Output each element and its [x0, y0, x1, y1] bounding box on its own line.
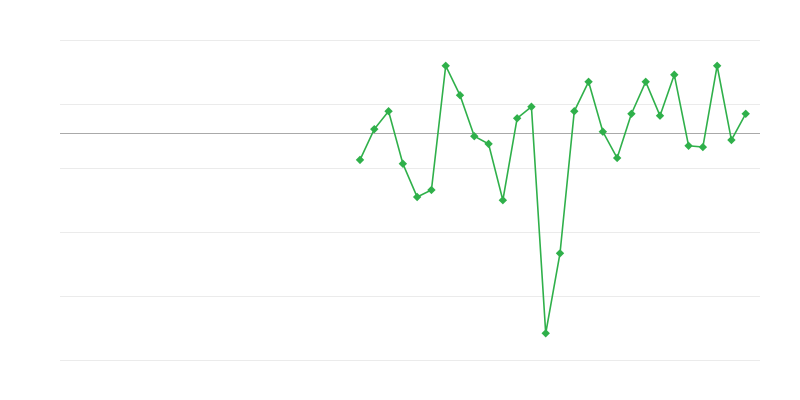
data-point [498, 195, 508, 205]
data-point [384, 107, 393, 116]
data-point [441, 61, 450, 70]
data-point [370, 124, 379, 134]
data-point [555, 249, 565, 258]
data-point [584, 77, 593, 86]
data-point [727, 135, 736, 145]
data-point [412, 192, 422, 202]
data-point [455, 91, 465, 100]
data-point [570, 107, 579, 116]
data-point [355, 155, 365, 165]
data-point [655, 111, 665, 120]
data-point [527, 102, 536, 111]
series-line [359, 62, 747, 334]
data-point [512, 114, 522, 123]
data-point [712, 61, 722, 70]
data-point [627, 109, 636, 118]
data-point [598, 127, 608, 136]
series-markers [355, 61, 750, 338]
data-point [698, 142, 708, 152]
data-point [398, 159, 408, 168]
data-point [612, 153, 622, 163]
gridlines [60, 40, 760, 361]
data-point [670, 70, 679, 79]
data-point [470, 131, 479, 141]
data-point [541, 329, 550, 338]
data-point [427, 185, 436, 195]
data-point [684, 141, 693, 150]
data-point [741, 109, 750, 118]
data-point [484, 139, 493, 149]
data-point [641, 77, 650, 86]
